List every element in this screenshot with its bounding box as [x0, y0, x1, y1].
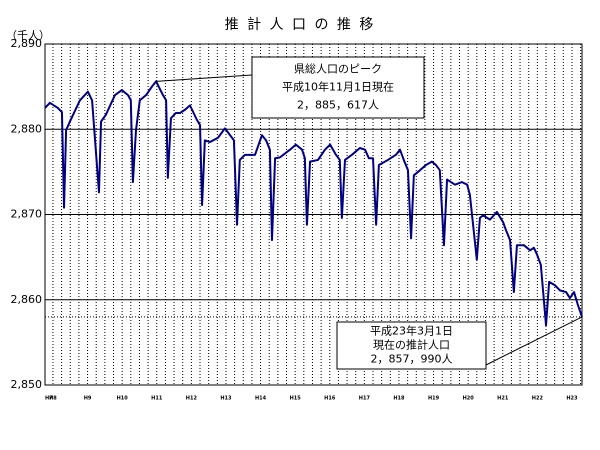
- x-tick-label: H17: [359, 396, 371, 402]
- x-tick-label: H22: [532, 396, 544, 402]
- y-tick-label: 2,880: [11, 122, 43, 135]
- annotation-text: 2，857，990人: [371, 352, 453, 365]
- x-tick-label: H11: [151, 396, 163, 402]
- x-tick-label: H14: [255, 396, 267, 402]
- x-tick-label: H16: [324, 396, 336, 402]
- y-tick-label: 2,850: [11, 378, 43, 391]
- data-line: [44, 80, 583, 327]
- chart-title: 推 計 人 口 の 推 移: [225, 17, 376, 33]
- x-tick-label: H23: [566, 396, 578, 402]
- annotation-text: 現在の推計人口: [373, 338, 450, 352]
- x-tick-label: H13: [220, 396, 232, 402]
- x-tick-label: H15: [290, 396, 302, 402]
- plot-frame: [44, 43, 583, 386]
- x-tick-label: H20: [463, 396, 475, 402]
- x-tick-label: H21: [497, 396, 509, 402]
- x-tick-label: H10: [117, 396, 129, 402]
- annotation-text: 平成23年3月1日: [370, 324, 453, 338]
- y-axis-label: （千人）: [6, 29, 50, 42]
- x-tick-label: H12: [186, 396, 198, 402]
- x-tick-label: H7: [45, 396, 53, 402]
- x-tick-label: H18: [393, 396, 405, 402]
- x-tick-label: H19: [428, 396, 440, 402]
- annotation-text: 県総人口のピーク: [294, 62, 382, 76]
- annotation-leader: [485, 316, 583, 366]
- annotation-box: [251, 56, 425, 119]
- annotation-box: [336, 321, 487, 370]
- annotation-text: 平成10年11月1日現在: [282, 80, 394, 94]
- y-tick-label: 2,870: [11, 208, 43, 221]
- y-tick-label: 2,860: [11, 293, 43, 306]
- annotation-leader: [156, 74, 253, 82]
- y-tick-label: 2,890: [11, 37, 43, 50]
- x-tick-label: H8: [49, 396, 57, 402]
- x-tick-label: H9: [84, 396, 92, 402]
- annotation-text: 2，885，617人: [297, 98, 379, 111]
